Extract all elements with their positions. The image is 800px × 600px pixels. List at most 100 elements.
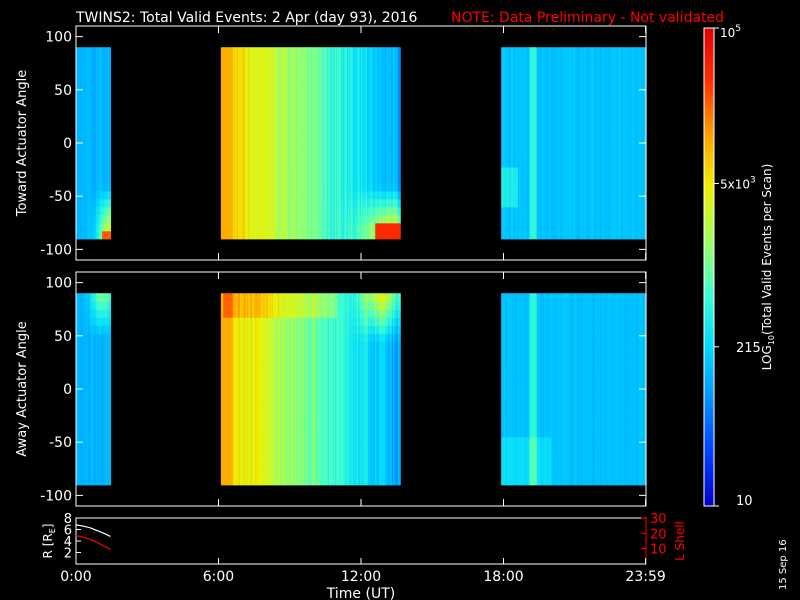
heatmap-cell [365,63,368,72]
heatmap-cell [302,190,305,200]
heatmap-cell [235,230,237,240]
heatmap-cell [361,206,363,216]
heatmap-cell [262,174,265,184]
heatmap-cell [106,150,109,160]
heatmap-cell [258,47,261,56]
heatmap-cell [522,111,525,120]
heatmap-cell [330,166,332,176]
heatmap-cell [250,222,253,232]
heatmap-cell [293,47,296,56]
heatmap-cell [298,143,300,152]
heatmap-cell [346,206,349,216]
heatmap-cell [84,95,87,104]
heatmap-cell [524,127,527,136]
heatmap-cell [276,158,279,168]
heatmap-cell [501,71,503,80]
heatmap-cell [363,103,366,112]
heatmap-cell [257,206,260,216]
heatmap-cell [391,127,394,136]
heatmap-cell [383,47,386,56]
heatmap-cell [328,71,331,80]
heatmap-cell [260,182,262,192]
heatmap-cell [276,111,279,120]
heatmap-cell [237,182,240,192]
heatmap-cell [368,135,370,144]
heatmap-cell [528,230,531,240]
heatmap-cell [521,174,524,184]
heatmap-cell [330,71,332,80]
heatmap-cell [292,55,294,64]
heatmap-cell [269,79,272,88]
heatmap-cell [86,182,89,192]
heatmap-cell [326,190,329,200]
heatmap-cell [375,206,378,216]
heatmap-cell [399,47,401,56]
heatmap-cell [84,150,87,160]
heatmap-cell [293,119,296,128]
heatmap-cell [533,63,535,72]
heatmap-cell [276,63,279,72]
heatmap-cell [523,166,526,176]
heatmap-cell [326,135,329,144]
heatmap-cell [269,174,272,184]
heatmap-cell [528,103,531,112]
heatmap-cell [340,63,343,72]
heatmap-cell [397,190,400,200]
heatmap-cell [77,166,79,176]
heatmap-cell [242,95,245,104]
heatmap-cell [312,135,315,144]
heatmap-cell [235,79,237,88]
heatmap-cell [515,87,518,96]
heatmap-cell [393,198,395,208]
heatmap-cell [290,47,293,56]
heatmap-cell [308,222,311,232]
heatmap-cell [390,95,393,104]
heatmap-cell [224,198,227,208]
heatmap-cell [296,190,299,200]
heatmap-cell [374,206,376,216]
heatmap-cell [522,79,525,88]
heatmap-cell [307,206,310,216]
heatmap-cell [508,143,511,152]
heatmap-cell [503,143,506,152]
heatmap-cell [91,55,94,64]
heatmap-cell [361,71,363,80]
heatmap-cell [314,47,317,56]
heatmap-cell [248,135,250,144]
heatmap-cell [79,230,82,240]
heatmap-cell [267,111,269,120]
heatmap-cell [299,111,302,120]
heatmap-cell [280,79,283,88]
heatmap-cell [287,150,290,160]
heatmap-cell [229,174,231,184]
heatmap-cell [242,119,245,128]
heatmap-cell [352,79,355,88]
heatmap-cell [286,158,288,168]
heatmap-cell [366,79,369,88]
heatmap-cell [345,103,348,112]
heatmap-cell [261,127,264,136]
heatmap-cell [242,127,245,136]
heatmap-cell [328,158,331,168]
heatmap-cell [309,47,312,56]
heatmap-cell [393,79,395,88]
heatmap-cell [383,158,386,168]
heatmap-cell [252,55,255,64]
heatmap-cell [315,198,318,208]
heatmap-cell [273,182,275,192]
heatmap-cell [77,230,79,240]
heatmap-cell [391,143,394,152]
heatmap-cell [288,87,291,96]
heatmap-cell [95,47,97,56]
heatmap-cell [270,111,273,120]
heatmap-cell [502,174,505,184]
heatmap-cell [285,214,287,224]
heatmap-cell [513,222,515,232]
heatmap-cell [270,127,273,136]
heatmap-cell [295,206,298,216]
heatmap-cell [301,198,304,208]
heatmap-cell [287,95,290,104]
heatmap-cell [78,150,81,160]
heatmap-cell [346,182,349,192]
heatmap-cell [336,127,338,136]
